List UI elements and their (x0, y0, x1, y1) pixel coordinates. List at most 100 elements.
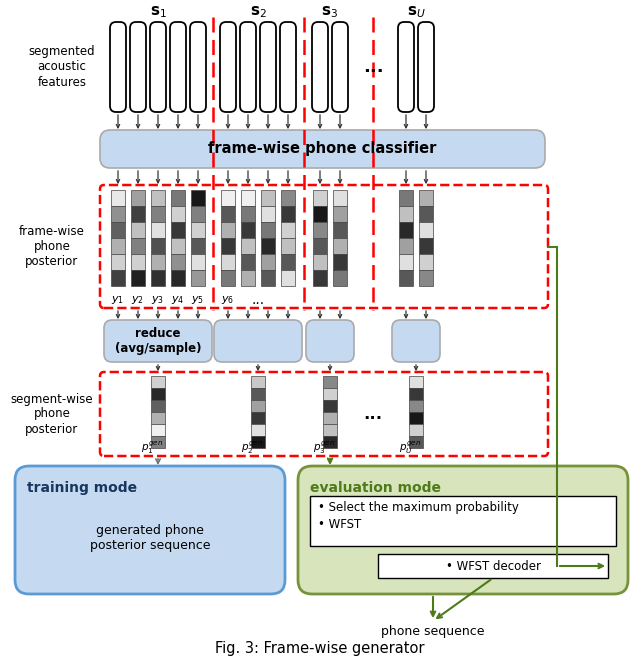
Bar (241, 190, 255, 206)
FancyBboxPatch shape (130, 22, 146, 112)
Text: frame-wise
phone
posterior: frame-wise phone posterior (19, 225, 85, 268)
Bar (399, 206, 413, 222)
Bar (419, 190, 433, 206)
Text: • WFST: • WFST (318, 518, 361, 530)
FancyBboxPatch shape (260, 22, 276, 112)
Bar (313, 238, 327, 254)
Text: phone sequence: phone sequence (381, 625, 484, 637)
Bar (151, 254, 165, 270)
FancyBboxPatch shape (150, 22, 166, 112)
Bar (251, 388, 265, 400)
Bar (409, 388, 423, 400)
Bar (261, 206, 275, 222)
Bar (251, 424, 265, 436)
Bar (281, 254, 295, 270)
Bar (151, 436, 165, 448)
Bar (251, 412, 265, 424)
Bar (419, 238, 433, 254)
Bar (399, 190, 413, 206)
FancyBboxPatch shape (104, 320, 212, 362)
Text: frame-wise phone classifier: frame-wise phone classifier (208, 142, 436, 156)
Bar (419, 206, 433, 222)
Bar (323, 436, 337, 448)
Bar (409, 412, 423, 424)
Text: • Select the maximum probability: • Select the maximum probability (318, 502, 519, 514)
Bar (261, 190, 275, 206)
Text: ...: ... (363, 58, 383, 76)
Bar (151, 238, 165, 254)
Text: • WFST decoder: • WFST decoder (445, 560, 541, 572)
Bar (261, 222, 275, 238)
Bar (221, 238, 235, 254)
Bar (323, 388, 337, 400)
Text: $y_6$: $y_6$ (221, 294, 235, 306)
Bar (323, 412, 337, 424)
FancyBboxPatch shape (100, 372, 548, 456)
Bar (171, 206, 185, 222)
Bar (281, 270, 295, 286)
FancyBboxPatch shape (392, 320, 440, 362)
Bar (409, 424, 423, 436)
Text: $p_U^{gen}$: $p_U^{gen}$ (399, 440, 421, 456)
Text: segmented
acoustic
features: segmented acoustic features (29, 45, 95, 88)
FancyBboxPatch shape (15, 466, 285, 594)
Bar (151, 190, 165, 206)
Bar (409, 376, 423, 388)
Bar (333, 254, 347, 270)
Bar (171, 254, 185, 270)
FancyBboxPatch shape (280, 22, 296, 112)
Bar (261, 254, 275, 270)
Text: $y_3$: $y_3$ (152, 294, 164, 306)
Bar (131, 190, 145, 206)
Bar (251, 376, 265, 388)
FancyBboxPatch shape (100, 130, 545, 168)
FancyBboxPatch shape (214, 320, 302, 362)
Bar (333, 238, 347, 254)
FancyBboxPatch shape (398, 22, 414, 112)
Text: $p_3^{gen}$: $p_3^{gen}$ (313, 440, 335, 456)
Text: evaluation mode: evaluation mode (310, 481, 441, 495)
Text: Fig. 3: Frame-wise generator: Fig. 3: Frame-wise generator (215, 641, 425, 655)
Bar (281, 238, 295, 254)
Bar (111, 270, 125, 286)
Bar (241, 238, 255, 254)
Text: $\mathbf{s}_U$: $\mathbf{s}_U$ (406, 4, 426, 20)
Bar (221, 222, 235, 238)
Bar (151, 206, 165, 222)
Bar (323, 424, 337, 436)
Bar (399, 238, 413, 254)
FancyBboxPatch shape (306, 320, 354, 362)
Bar (151, 424, 165, 436)
Bar (151, 400, 165, 412)
FancyBboxPatch shape (298, 466, 628, 594)
Bar (378, 554, 608, 578)
Bar (221, 190, 235, 206)
Text: generated phone
posterior sequence: generated phone posterior sequence (90, 524, 211, 552)
Bar (281, 190, 295, 206)
Bar (241, 222, 255, 238)
Bar (241, 254, 255, 270)
Text: $y_2$: $y_2$ (131, 294, 145, 306)
Text: $y_1$: $y_1$ (111, 294, 125, 306)
Bar (399, 270, 413, 286)
Bar (191, 238, 205, 254)
Bar (281, 222, 295, 238)
Bar (111, 190, 125, 206)
Bar (241, 206, 255, 222)
Bar (151, 270, 165, 286)
Bar (131, 254, 145, 270)
Bar (221, 206, 235, 222)
Bar (191, 206, 205, 222)
Text: reduce
(avg/sample): reduce (avg/sample) (115, 327, 201, 355)
Bar (333, 270, 347, 286)
Text: ...: ... (364, 405, 383, 423)
Bar (281, 206, 295, 222)
Bar (251, 400, 265, 412)
Bar (310, 496, 616, 546)
Bar (313, 222, 327, 238)
Bar (111, 254, 125, 270)
FancyBboxPatch shape (100, 185, 548, 308)
FancyBboxPatch shape (312, 22, 328, 112)
Bar (419, 222, 433, 238)
Bar (191, 254, 205, 270)
